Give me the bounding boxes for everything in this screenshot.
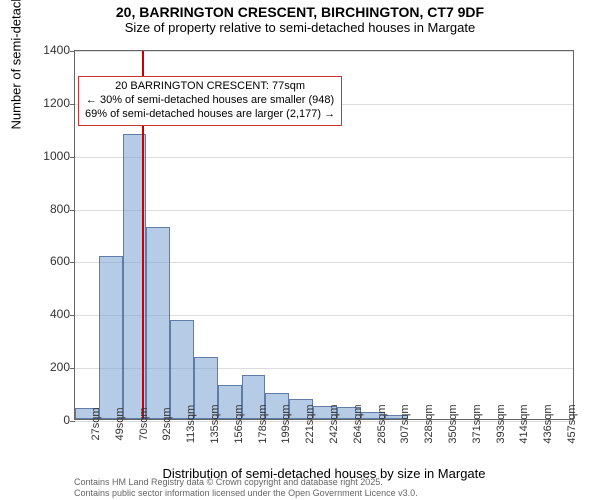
gridline (75, 51, 573, 52)
ytick-label: 0 (30, 413, 70, 427)
xtick-label: 307sqm (399, 404, 411, 443)
ytick-label: 1400 (30, 43, 70, 57)
ytick-label: 1000 (30, 149, 70, 163)
ytick-mark (70, 51, 75, 52)
xtick-label: 156sqm (233, 404, 245, 443)
ytick-mark (70, 210, 75, 211)
footnote: Contains HM Land Registry data © Crown c… (74, 477, 418, 498)
xtick-label: 178sqm (257, 404, 269, 443)
gridline (75, 210, 573, 211)
title-line-2: Size of property relative to semi-detach… (0, 20, 600, 35)
xtick-label: 264sqm (352, 404, 364, 443)
xtick-label: 135sqm (209, 404, 221, 443)
xtick-label: 436sqm (542, 404, 554, 443)
xtick-label: 393sqm (495, 404, 507, 443)
ytick-label: 800 (30, 202, 70, 216)
title-line-1: 20, BARRINGTON CRESCENT, BIRCHINGTON, CT… (0, 4, 600, 20)
xtick-label: 199sqm (280, 404, 292, 443)
ytick-mark (70, 421, 75, 422)
ytick-label: 400 (30, 307, 70, 321)
xtick-label: 113sqm (185, 405, 197, 443)
xtick-label: 414sqm (518, 404, 530, 443)
ytick-mark (70, 157, 75, 158)
xtick-label: 221sqm (304, 404, 316, 443)
annotation-box: 20 BARRINGTON CRESCENT: 77sqm← 30% of se… (78, 76, 342, 125)
annotation-line-2: ← 30% of semi-detached houses are smalle… (85, 94, 335, 108)
xtick-label: 49sqm (114, 407, 126, 440)
xtick-label: 242sqm (328, 404, 340, 443)
xtick-label: 27sqm (90, 407, 102, 440)
histogram-bar (99, 256, 123, 419)
ytick-mark (70, 262, 75, 263)
ytick-mark (70, 368, 75, 369)
xtick-label: 350sqm (447, 404, 459, 443)
footnote-line-1: Contains HM Land Registry data © Crown c… (74, 477, 418, 487)
xtick-label: 70sqm (138, 407, 150, 440)
xtick-label: 285sqm (376, 404, 388, 443)
annotation-line-3: 69% of semi-detached houses are larger (… (85, 108, 335, 122)
footnote-line-2: Contains public sector information licen… (74, 488, 418, 498)
ytick-mark (70, 104, 75, 105)
histogram-bar (146, 227, 170, 419)
y-axis-label: Number of semi-detached properties (9, 0, 24, 130)
gridline (75, 157, 573, 158)
ytick-label: 200 (30, 360, 70, 374)
xtick-label: 457sqm (566, 404, 578, 443)
xtick-label: 371sqm (471, 404, 483, 443)
xtick-label: 328sqm (423, 404, 435, 443)
ytick-label: 600 (30, 254, 70, 268)
ytick-label: 1200 (30, 96, 70, 110)
annotation-line-1: 20 BARRINGTON CRESCENT: 77sqm (85, 80, 335, 94)
xtick-label: 92sqm (161, 407, 173, 440)
ytick-mark (70, 315, 75, 316)
